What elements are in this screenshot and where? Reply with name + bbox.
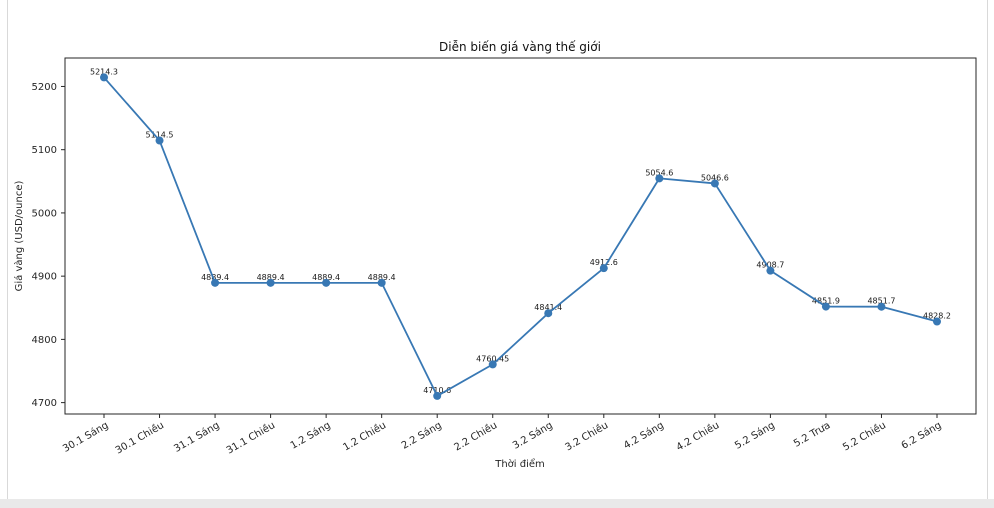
data-point-marker bbox=[155, 136, 164, 145]
data-point-marker bbox=[266, 278, 275, 287]
y-tick-label: 5100 bbox=[32, 145, 57, 156]
y-tick-label: 4900 bbox=[32, 272, 57, 283]
data-point-marker bbox=[933, 317, 941, 326]
y-tick-label: 5200 bbox=[32, 82, 57, 93]
point-labels: 5214.3 5114.5 4889.4 4889.4 4889.4 4889.4 4710… bbox=[90, 67, 951, 395]
card-left-edge bbox=[7, 0, 8, 500]
plot-area bbox=[64, 57, 977, 415]
y-tick-label: 5000 bbox=[32, 208, 57, 219]
x-tick-label: 6.2 Sáng bbox=[899, 419, 943, 452]
series-line bbox=[103, 76, 938, 397]
data-point-marker bbox=[655, 174, 664, 183]
data-point-marker bbox=[599, 264, 608, 273]
x-axis-label: Thời điểm bbox=[494, 457, 545, 470]
data-point-marker bbox=[377, 278, 386, 287]
point-label: 4841.4 bbox=[534, 303, 562, 312]
x-tick-label: 5.2 Chiều bbox=[841, 419, 888, 453]
y-tick-label: 4700 bbox=[32, 398, 57, 409]
x-tick-label: 2.2 Chiều bbox=[452, 419, 499, 453]
x-tick-label: 5.2 Sáng bbox=[733, 419, 777, 452]
point-label: 4828.2 bbox=[923, 312, 951, 321]
series-markers bbox=[100, 73, 941, 400]
x-tick-label: 4.2 Sáng bbox=[622, 419, 666, 452]
point-label: 4908.7 bbox=[756, 261, 784, 270]
point-label: 4851.7 bbox=[867, 297, 895, 306]
x-tick-label: 1.2 Chiều bbox=[341, 419, 388, 453]
x-tick-label: 3.2 Sáng bbox=[510, 419, 554, 452]
y-tick-label: 4800 bbox=[32, 335, 57, 346]
x-tick-label: 2.2 Sáng bbox=[399, 419, 443, 452]
data-point-marker bbox=[710, 179, 719, 188]
data-point-marker bbox=[488, 360, 497, 369]
chart-title: Diễn biến giá vàng thế giới bbox=[439, 40, 601, 54]
x-tick-label: 30.1 Sáng bbox=[61, 419, 111, 455]
x-tick-label: 1.2 Sáng bbox=[288, 419, 332, 452]
card-right-edge bbox=[987, 0, 988, 500]
point-label: 4912.6 bbox=[590, 258, 618, 267]
data-point-marker bbox=[100, 73, 108, 82]
point-label: 5114.5 bbox=[146, 131, 174, 140]
x-tick-label: 3.2 Chiều bbox=[563, 419, 610, 453]
series-polyline bbox=[103, 76, 938, 397]
point-label: 4851.9 bbox=[812, 297, 840, 306]
point-label: 4889.4 bbox=[257, 273, 285, 282]
page-bottom-strip bbox=[0, 499, 994, 508]
point-label: 4889.4 bbox=[312, 273, 340, 282]
y-axis-label: Giá vàng (USD/ounce) bbox=[13, 181, 25, 292]
x-tick-label: 4.2 Chiều bbox=[674, 419, 721, 453]
point-label: 5214.3 bbox=[90, 67, 118, 76]
x-axis-ticks: 30.1 Sáng 30.1 Chiều 31.1 Sáng 31.1 Chiều 1.… bbox=[61, 414, 944, 457]
point-label: 4889.4 bbox=[201, 273, 229, 282]
point-label: 5054.6 bbox=[645, 168, 673, 177]
data-point-marker bbox=[433, 391, 442, 400]
data-point-marker bbox=[821, 302, 830, 311]
point-label: 5046.6 bbox=[701, 173, 729, 182]
point-label: 4710.6 bbox=[423, 386, 451, 395]
point-label: 4760.45 bbox=[476, 354, 509, 363]
data-point-marker bbox=[544, 309, 553, 318]
x-tick-label: 5.2 Trưa bbox=[792, 420, 832, 450]
data-point-marker bbox=[322, 278, 331, 287]
x-tick-label: 30.1 Chiều bbox=[113, 419, 166, 456]
data-point-marker bbox=[877, 302, 886, 311]
y-axis-ticks: 4700 4800 4900 5000 5100 5200 bbox=[32, 82, 65, 409]
x-tick-label: 31.1 Sáng bbox=[172, 419, 222, 455]
data-point-marker bbox=[211, 278, 220, 287]
data-point-marker bbox=[766, 266, 775, 275]
point-label: 4889.4 bbox=[368, 273, 396, 282]
x-tick-label: 31.1 Chiều bbox=[224, 419, 277, 456]
